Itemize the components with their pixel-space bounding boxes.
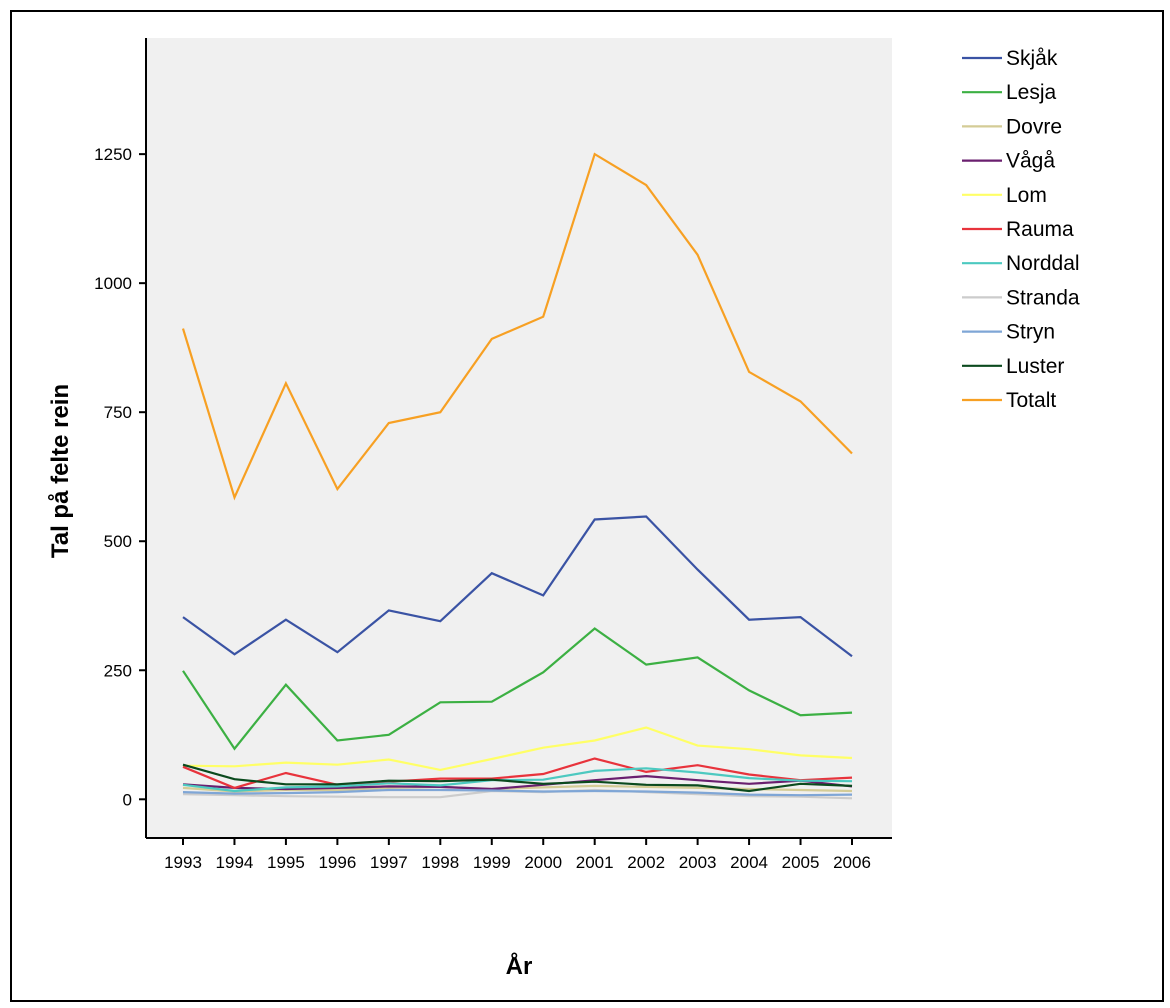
series-line-lom xyxy=(182,726,853,772)
series-line-luster xyxy=(182,763,853,793)
series-line-skjåk xyxy=(182,515,853,658)
series-line-norddal xyxy=(182,767,853,793)
x-tick-label: 2003 xyxy=(679,853,717,872)
series-line-rauma xyxy=(182,757,853,790)
x-tick-label: 2006 xyxy=(833,853,871,872)
y-tick-label: 500 xyxy=(104,532,132,551)
legend-label: Skjåk xyxy=(1006,47,1058,70)
y-tick-label: 250 xyxy=(104,661,132,680)
series-line-vågå xyxy=(182,774,853,791)
x-tick-label: 2002 xyxy=(627,853,665,872)
legend-label: Lesja xyxy=(1006,81,1057,104)
series-line-lesja xyxy=(182,627,853,751)
legend-label: Stranda xyxy=(1006,286,1080,309)
x-tick-label: 1997 xyxy=(370,853,408,872)
x-tick-label: 2005 xyxy=(782,853,820,872)
legend-label: Rauma xyxy=(1006,218,1074,241)
legend-label: Stryn xyxy=(1006,321,1055,344)
x-tick-label: 1993 xyxy=(164,853,202,872)
y-tick-label: 1000 xyxy=(94,274,132,293)
series-line-totalt xyxy=(181,152,853,501)
y-axis: 0 250 500 750 1000 1250 xyxy=(94,38,147,838)
series-layer xyxy=(181,152,853,800)
legend-label: Norddal xyxy=(1006,252,1080,275)
legend-label: Lom xyxy=(1006,184,1047,207)
legend: Skjåk Lesja Dovre Vågå Lom Rauma Norddal Strand… xyxy=(962,47,1080,412)
y-tick-label: 750 xyxy=(104,403,132,422)
legend-label: Dovre xyxy=(1006,115,1062,138)
y-axis-title: Tal på felte rein xyxy=(47,384,74,558)
x-tick-label: 2000 xyxy=(524,853,562,872)
legend-label: Totalt xyxy=(1006,389,1056,412)
series-line-dovre xyxy=(182,784,853,793)
x-axis-title: År xyxy=(506,952,533,980)
series-line-stryn xyxy=(182,788,853,797)
x-tick-label: 1998 xyxy=(421,853,459,872)
y-tick-label: 1250 xyxy=(94,145,132,164)
x-tick-label: 1994 xyxy=(216,853,254,872)
y-tick-label: 0 xyxy=(123,790,132,809)
legend-label: Luster xyxy=(1006,355,1064,378)
x-axis: 1993 1994 1995 1996 1997 1998 1999 2000 2001 2002… xyxy=(146,837,892,872)
x-tick-label: 2004 xyxy=(730,853,768,872)
x-tick-label: 1995 xyxy=(267,853,305,872)
legend-label: Vågå xyxy=(1006,150,1055,173)
x-tick-label: 1999 xyxy=(473,853,511,872)
x-tick-label: 2001 xyxy=(576,853,614,872)
x-tick-label: 1996 xyxy=(318,853,356,872)
